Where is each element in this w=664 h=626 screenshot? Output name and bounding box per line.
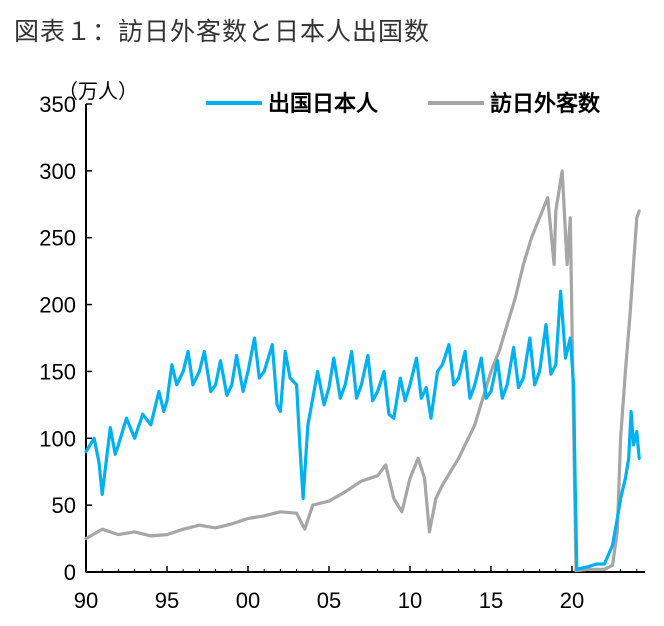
figure-title: 図表１：訪日外客数と日本人出国数 <box>14 19 431 46</box>
y-tick-label: 50 <box>52 493 76 518</box>
legend-label-1: 訪日外客数 <box>490 91 601 116</box>
y-tick-label: 250 <box>39 226 76 251</box>
y-tick-label: 0 <box>64 560 76 585</box>
x-tick-label: 20 <box>560 588 584 613</box>
chart-legend: 出国日本人 訪日外客数 <box>206 91 601 116</box>
x-tick-label: 00 <box>236 588 260 613</box>
x-tick-label: 95 <box>155 588 179 613</box>
legend-label-0: 出国日本人 <box>268 91 378 116</box>
y-tick-label: 150 <box>39 359 76 384</box>
chart-series <box>84 169 641 573</box>
x-tick-label: 90 <box>74 588 98 613</box>
chart-axes: 0 50 100 150 200 250 300 350 90 95 00 05 10 15 20 <box>39 92 645 613</box>
series-line-0 <box>84 289 641 571</box>
y-unit-label: （万人） <box>58 80 138 103</box>
series-line-1 <box>84 169 641 573</box>
y-tick-label: 100 <box>39 426 76 451</box>
y-tick-label: 200 <box>39 293 76 318</box>
y-tick-label: 350 <box>39 92 76 117</box>
x-tick-label: 15 <box>479 588 503 613</box>
y-tick-label: 300 <box>39 159 76 184</box>
x-tick-label: 10 <box>398 588 422 613</box>
x-tick-label: 05 <box>317 588 341 613</box>
